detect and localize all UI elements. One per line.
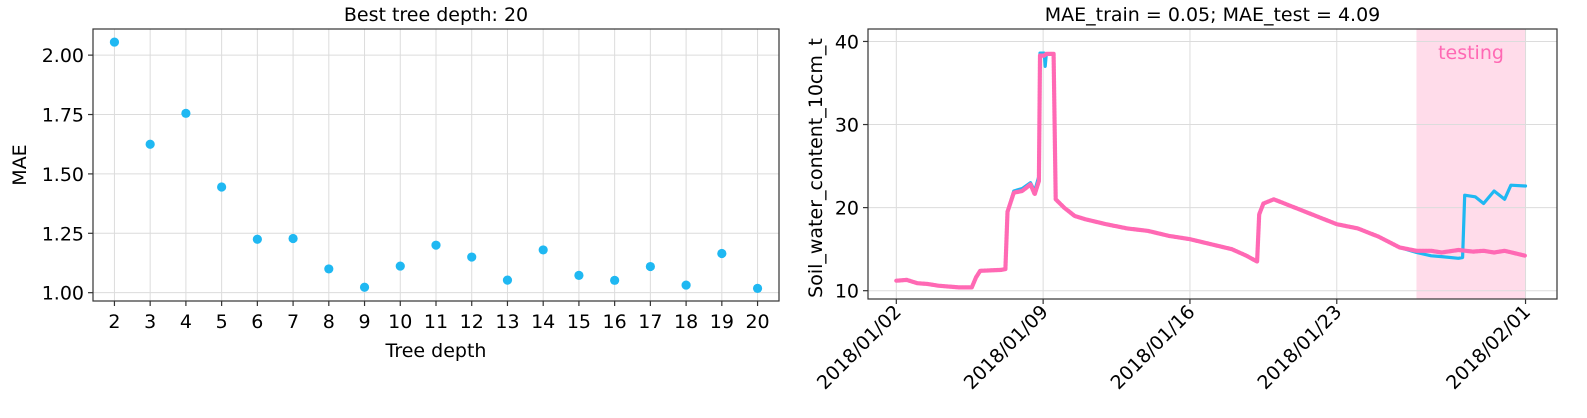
y-tick-label: 1.75	[42, 105, 84, 127]
plot-frame	[867, 28, 1558, 300]
data-point	[109, 37, 120, 47]
x-tick-label: 2018/01/02	[813, 301, 906, 394]
data-point	[431, 240, 441, 250]
x-tick-label: 13	[495, 311, 519, 333]
tree-depth-mae-chart: 2 3 4 5 6 7 8 9 10 11 12 13 14 15 16 17 18 19 20 1.001.251…	[9, 4, 780, 362]
testing-region	[1416, 29, 1526, 299]
chart-title: Best tree depth: 20	[344, 4, 528, 26]
y-tick-label: 40	[835, 31, 859, 53]
x-tick-label: 2018/01/16	[1106, 301, 1199, 394]
y-tick-labels: 10 20 30 40	[835, 31, 868, 303]
x-tick-label: 6	[251, 311, 263, 333]
data-point	[217, 182, 227, 192]
x-tick-label: 9	[358, 311, 370, 333]
x-tick-label: 5	[216, 311, 228, 333]
data-points	[109, 37, 763, 294]
data-point	[145, 139, 155, 149]
data-point	[610, 275, 620, 285]
y-axis-label: MAE	[9, 144, 31, 185]
x-tick-label: 7	[287, 311, 299, 333]
data-point	[645, 261, 655, 272]
y-tick-label: 10	[835, 281, 859, 303]
data-point	[538, 245, 548, 255]
x-axis-label: Tree depth	[385, 340, 487, 362]
data-point	[502, 275, 513, 285]
x-tick-label: 10	[388, 311, 412, 333]
y-tick-label: 1.50	[42, 164, 84, 186]
data-point	[681, 280, 691, 290]
pink-series-line	[894, 51, 1528, 290]
y-tick-label: 20	[835, 198, 859, 220]
data-point	[752, 283, 763, 294]
data-point	[324, 264, 334, 274]
x-tick-label: 20	[745, 311, 769, 333]
data-point	[467, 252, 477, 262]
data-point	[288, 233, 298, 244]
soil-water-content-chart: testing 2018/01/02 2018/01/09 2018/01/16 20…	[805, 4, 1558, 394]
data-point	[359, 282, 370, 292]
data-point	[574, 270, 584, 280]
x-tick-label: 15	[567, 311, 591, 333]
x-tick-label: 8	[323, 311, 335, 333]
x-tick-label: 3	[144, 311, 156, 333]
x-tick-labels: 2 3 4 5 6 7 8 9 10 11 12 13 14 15 16 17 18 19 20	[108, 301, 770, 333]
x-tick-label: 19	[710, 311, 734, 333]
x-tick-label: 12	[460, 311, 484, 333]
testing-region-label: testing	[1438, 42, 1504, 64]
x-tick-label: 16	[603, 311, 627, 333]
data-point	[717, 248, 727, 259]
data-point	[395, 261, 405, 271]
x-tick-labels: 2018/01/02 2018/01/09 2018/01/16 2018/01/23…	[813, 299, 1535, 394]
x-tick-label: 11	[424, 311, 448, 333]
y-tick-label: 30	[835, 115, 859, 137]
y-tick-label: 1.00	[42, 283, 84, 305]
chart-title: MAE_train = 0.05; MAE_test = 4.09	[1045, 4, 1381, 26]
y-axis-label: Soil_water_content_10cm_t	[805, 38, 827, 298]
data-series	[894, 51, 1528, 290]
x-tick-label: 17	[638, 311, 662, 333]
x-tick-label: 18	[674, 311, 698, 333]
x-tick-label: 14	[531, 311, 555, 333]
data-point	[181, 108, 191, 118]
x-tick-label: 2018/01/09	[960, 301, 1053, 394]
x-tick-label: 2018/01/23	[1253, 301, 1346, 394]
x-tick-label: 4	[180, 311, 192, 333]
y-tick-label: 2.00	[42, 45, 84, 67]
x-tick-label: 2	[108, 311, 120, 333]
y-tick-labels: 1.00 1.25 1.50 1.75 2.00	[42, 45, 93, 305]
y-tick-label: 1.25	[42, 223, 84, 245]
data-point	[252, 234, 262, 244]
x-tick-label: 2018/02/01	[1442, 301, 1535, 394]
